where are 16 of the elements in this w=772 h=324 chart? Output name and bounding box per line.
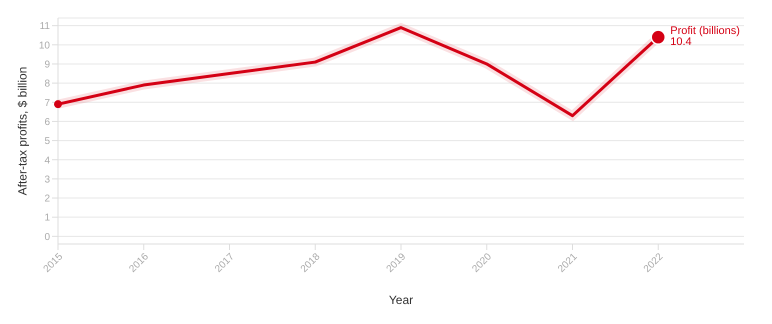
x-axis-title: Year (388, 293, 414, 307)
y-tick-label: 8 (44, 78, 50, 90)
series-label: Profit (billions) (670, 25, 740, 38)
y-tick-label: 2 (44, 194, 50, 205)
y-tick-label: 1 (44, 212, 50, 224)
y-tick-label: 11 (40, 21, 50, 32)
y-tick-label: 9 (44, 60, 50, 71)
y-tick-label: 4 (44, 155, 50, 166)
y-tick-label: 6 (44, 116, 50, 128)
y-tick-label: 5 (44, 136, 50, 148)
y-tick-label: 7 (44, 98, 50, 109)
data-label: 10.4 (670, 36, 692, 48)
y-tick-label: 10 (38, 40, 50, 52)
y-axis-title: After-tax profits, $ billion (15, 66, 30, 196)
y-tick-label: 0 (44, 232, 50, 243)
y-tick-label: 3 (44, 174, 50, 186)
